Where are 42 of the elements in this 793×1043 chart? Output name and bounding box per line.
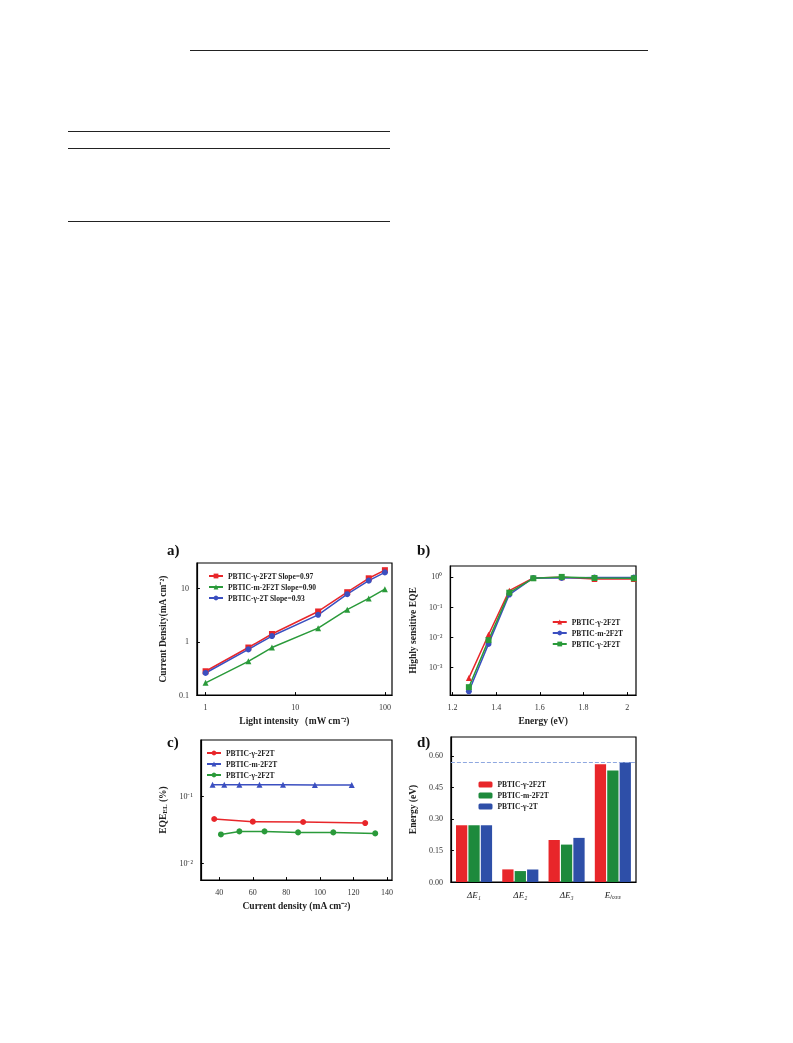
chart-title: a) [167,541,180,559]
y-tick-label: 10⁻¹ [179,791,194,801]
chart-title: d) [417,733,431,751]
y-tick-label: 0.45 [428,782,443,792]
x-tick-label: 1.6 [534,702,545,712]
x-axis-title: Light intensity（mW cm⁻²) [239,716,350,727]
y-tick-label: 0.1 [178,690,189,700]
x-tick-label: 1.8 [578,702,589,712]
x-tick-label: 120 [347,887,360,897]
x-tick-label: 1.4 [491,702,502,712]
y-axis-title: Energy (eV) [408,784,419,835]
x-axis-title: Energy (eV) [518,716,568,727]
y-tick-label: 10 [180,583,189,593]
chart-title: c) [167,733,179,751]
x-axis-title: Current density (mA cm⁻²) [242,901,351,912]
y-axis-title: Highly sensitive EQE [408,587,418,674]
x-tick-label: 100 [313,887,326,897]
x-tick-label: ΔE₂ [512,889,528,900]
y-tick-label: 10⁻³ [428,662,443,672]
x-tick-label: 60 [248,887,257,897]
x-tick-label: Eₗₒₛₛ [603,889,621,900]
x-tick-label: 1.2 [447,702,458,712]
y-tick-label: 1 [184,637,189,647]
x-tick-label: 2 [625,702,630,712]
y-tick-label: 0.00 [428,877,443,887]
y-tick-label: 0.15 [428,845,443,855]
y-tick-label: 0.60 [428,751,443,761]
y-tick-label: 0.30 [428,814,443,824]
x-tick-label: 1 [203,702,208,712]
x-tick-label: 140 [380,887,393,897]
y-tick-label: 10⁻¹ [428,602,443,612]
y-tick-label: 10⁰ [431,572,443,582]
x-tick-label: 100 [378,702,391,712]
y-tick-label: 10⁻² [428,632,443,642]
x-tick-label: ΔE₃ [558,889,574,900]
x-tick-label: ΔE₁ [466,889,481,900]
x-tick-label: 40 [215,887,224,897]
x-tick-label: 10 [291,702,300,712]
x-tick-label: 80 [282,887,291,897]
y-axis-title: Current Density(mA cm⁻²) [158,575,169,683]
y-tick-label: 10⁻² [179,858,194,868]
chart-title: b) [417,541,431,559]
